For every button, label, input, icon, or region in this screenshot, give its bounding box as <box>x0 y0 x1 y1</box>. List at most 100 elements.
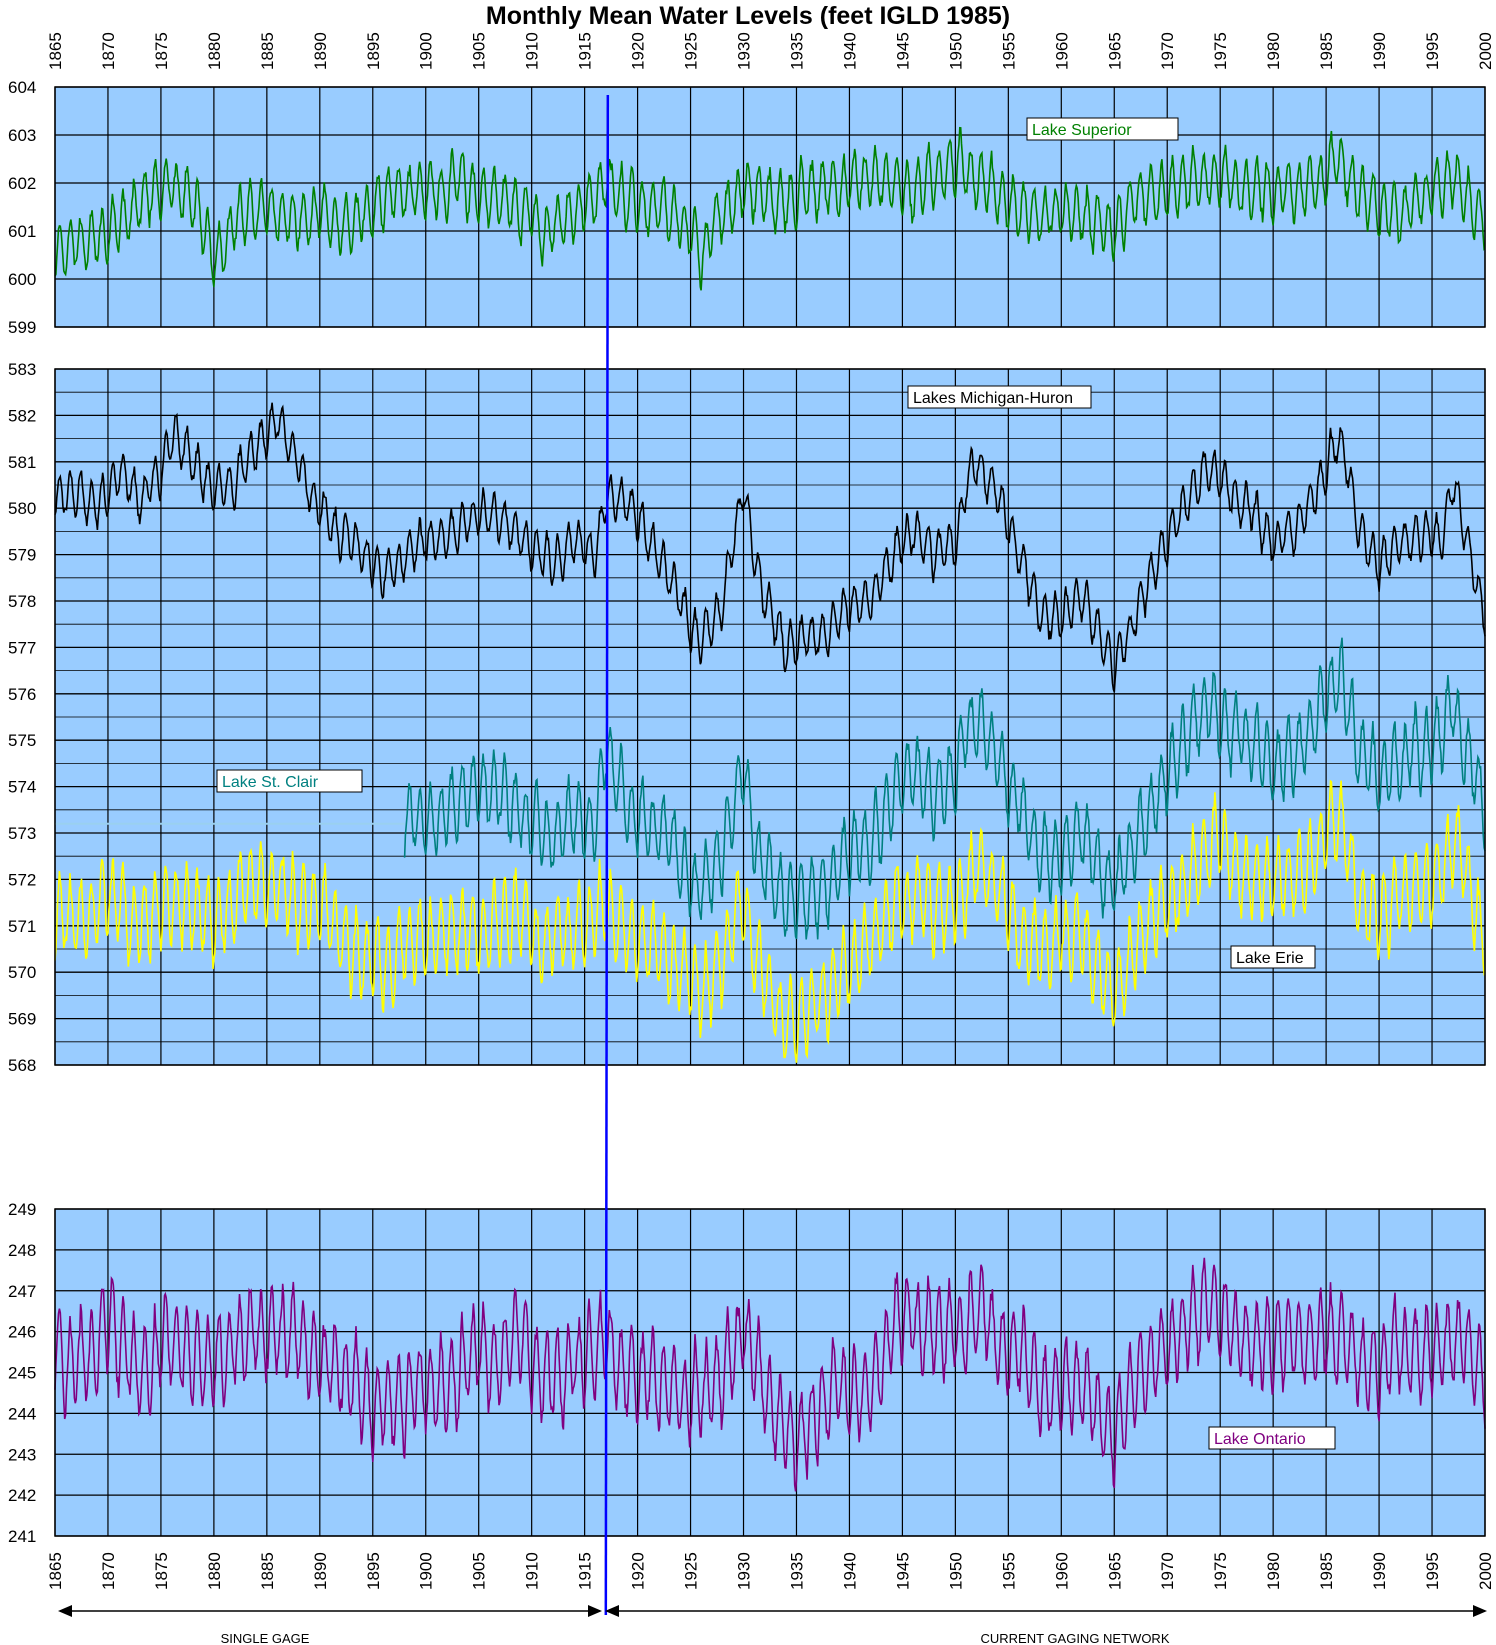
top-x-tick-label: 1890 <box>311 32 330 70</box>
top-x-tick-label: 1875 <box>152 32 171 70</box>
current-network-arrow <box>605 1605 1487 1617</box>
top-x-tick-label: 1865 <box>46 32 65 70</box>
bottom-x-tick-label: 1885 <box>258 1552 277 1590</box>
top-x-tick-label: 1990 <box>1370 32 1389 70</box>
bottom-x-tick-label: 1905 <box>470 1552 489 1590</box>
y-tick-label: 603 <box>8 126 36 145</box>
y-tick-label: 571 <box>8 917 36 936</box>
top-x-tick-label: 2000 <box>1476 32 1495 70</box>
top-x-tick-label: 1970 <box>1158 32 1177 70</box>
bottom-x-tick-label: 1965 <box>1105 1552 1124 1590</box>
y-tick-label: 604 <box>8 78 36 97</box>
y-tick-label: 245 <box>8 1364 36 1383</box>
lakes-michigan-huron-series-line <box>54 402 1486 693</box>
bottom-x-tick-label: 1940 <box>840 1552 859 1590</box>
bottom-x-tick-label: 1995 <box>1423 1552 1442 1590</box>
top-x-tick-label: 1955 <box>999 32 1018 70</box>
bottom-x-tick-label: 1880 <box>205 1552 224 1590</box>
y-tick-label: 572 <box>8 870 36 889</box>
legend-superior-label: Lake Superior <box>1032 122 1132 139</box>
y-tick-label: 248 <box>8 1241 36 1260</box>
lake-ontario-series-line <box>54 1257 1486 1492</box>
plot-area <box>55 87 1485 327</box>
bottom-x-tick-label: 1875 <box>152 1552 171 1590</box>
single-gage-arrow <box>58 1605 602 1617</box>
bottom-x-tick-label: 2000 <box>1476 1552 1495 1590</box>
top-x-tick-label: 1945 <box>893 32 912 70</box>
bottom-x-tick-label: 1970 <box>1158 1552 1177 1590</box>
bottom-x-tick-label: 1925 <box>682 1552 701 1590</box>
y-tick-label: 569 <box>8 1010 36 1029</box>
y-tick-label: 580 <box>8 499 36 518</box>
y-tick-label: 600 <box>8 270 36 289</box>
y-tick-label: 577 <box>8 638 36 657</box>
top-x-tick-label: 1870 <box>99 32 118 70</box>
y-tick-label: 578 <box>8 592 36 611</box>
top-x-tick-label: 1935 <box>787 32 806 70</box>
ontario-panel: 241 242 243 244 245 246 247 248 249 <box>8 1200 1486 1546</box>
top-x-tick-label: 1880 <box>205 32 224 70</box>
legend-erie: Lake Erie <box>1230 945 1316 969</box>
network-change-divider <box>604 94 610 1616</box>
top-x-tick-label: 1960 <box>1052 32 1071 70</box>
top-x-tick-label: 1915 <box>576 32 595 70</box>
y-tick-label: 249 <box>8 1200 36 1219</box>
top-x-tick-label: 1900 <box>417 32 436 70</box>
legend-ontario: Lake Ontario <box>1208 1426 1336 1450</box>
bottom-x-tick-label: 1975 <box>1211 1552 1230 1590</box>
plot-border <box>54 86 1486 328</box>
lake-superior-series-line <box>54 126 1486 291</box>
legend-st-clair: Lake St. Clair <box>216 769 363 793</box>
bottom-x-tick-label: 1910 <box>523 1552 542 1590</box>
y-tick-label: 570 <box>8 963 36 982</box>
current-gaging-network-label: CURRENT GAGING NETWORK <box>981 1631 1170 1645</box>
top-x-tick-label: 1910 <box>523 32 542 70</box>
bottom-x-tick-label: 1980 <box>1264 1552 1283 1590</box>
y-tick-label: 242 <box>8 1486 36 1505</box>
bottom-x-tick-label: 1930 <box>735 1552 754 1590</box>
superior-panel: 599 600 601 602 603 604 <box>8 78 1486 337</box>
plot-border <box>54 368 1486 1066</box>
bottom-x-tick-label: 1950 <box>946 1552 965 1590</box>
y-tick-label: 241 <box>8 1527 36 1546</box>
single-gage-label: SINGLE GAGE <box>221 1631 310 1645</box>
top-x-tick-label: 1950 <box>946 32 965 70</box>
top-x-tick-label: 1965 <box>1105 32 1124 70</box>
y-tick-label: 602 <box>8 174 36 193</box>
bottom-x-tick-label: 1960 <box>1052 1552 1071 1590</box>
top-x-axis-labels: 1865 1870 1875 1880 1885 1890 1895 1900 1905 1910… <box>46 32 1495 70</box>
y-tick-label: 574 <box>8 778 36 797</box>
legend-michigan-huron-label: Lakes Michigan-Huron <box>913 390 1073 407</box>
y-tick-label: 582 <box>8 406 36 425</box>
chart-title: Monthly Mean Water Levels (feet IGLD 198… <box>485 2 1011 30</box>
top-x-tick-label: 1985 <box>1317 32 1336 70</box>
bottom-x-tick-label: 1870 <box>99 1552 118 1590</box>
top-x-tick-label: 1895 <box>364 32 383 70</box>
legend-michigan-huron: Lakes Michigan-Huron <box>907 385 1092 409</box>
bottom-x-tick-label: 1935 <box>787 1552 806 1590</box>
top-x-tick-label: 1920 <box>629 32 648 70</box>
top-x-tick-label: 1905 <box>470 32 489 70</box>
y-tick-label: 244 <box>8 1404 36 1423</box>
top-x-tick-label: 1925 <box>682 32 701 70</box>
y-tick-label: 246 <box>8 1323 36 1342</box>
plot-border <box>54 1208 1486 1537</box>
bottom-x-tick-label: 1955 <box>999 1552 1018 1590</box>
bottom-x-tick-label: 1865 <box>46 1552 65 1590</box>
bottom-x-tick-label: 1895 <box>364 1552 383 1590</box>
y-tick-label: 568 <box>8 1056 36 1075</box>
bottom-x-tick-label: 1915 <box>576 1552 595 1590</box>
y-tick-label: 575 <box>8 731 36 750</box>
bottom-x-tick-label: 1945 <box>893 1552 912 1590</box>
y-tick-label: 573 <box>8 824 36 843</box>
top-x-tick-label: 1930 <box>735 32 754 70</box>
top-x-tick-label: 1980 <box>1264 32 1283 70</box>
legend-erie-label: Lake Erie <box>1236 950 1304 967</box>
legend-ontario-label: Lake Ontario <box>1214 1431 1306 1448</box>
legend-superior: Lake Superior <box>1026 117 1179 141</box>
lake-st-clair-series-line <box>403 637 1486 940</box>
y-tick-label: 576 <box>8 685 36 704</box>
top-x-tick-label: 1995 <box>1423 32 1442 70</box>
bottom-x-tick-label: 1990 <box>1370 1552 1389 1590</box>
